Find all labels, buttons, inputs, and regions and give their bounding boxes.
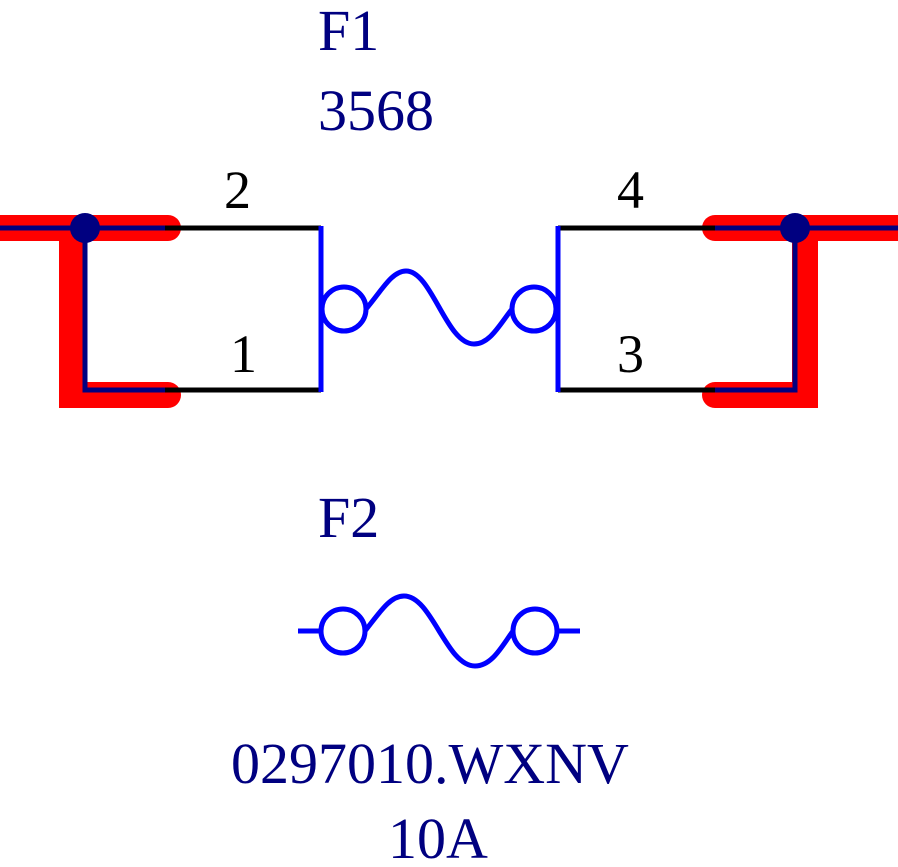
f1-pin-lines [165, 225, 715, 393]
f1-pin-4-label: 4 [617, 160, 644, 220]
right-net-highlight [702, 215, 898, 408]
f2-left-terminal-circle [318, 606, 368, 656]
f1-value: 3568 [318, 78, 434, 143]
f1-fuse-wave [364, 268, 514, 347]
f1-left-terminal-circle [319, 284, 369, 334]
left-net-wire [0, 225, 168, 393]
f2-fuse-symbol[interactable] [298, 593, 580, 669]
f1-pin-3-label: 3 [617, 324, 644, 384]
f2-value: 0297010.WXNV [231, 731, 629, 796]
f2-fuse-wave [363, 593, 516, 669]
f2-designator: F2 [318, 485, 379, 550]
f1-pin-1-label: 1 [230, 324, 257, 384]
f1-pin-2-label: 2 [224, 160, 251, 220]
right-junction-dot [780, 213, 810, 243]
f1-fuse-symbol[interactable] [318, 226, 561, 392]
left-junction-dot [70, 213, 100, 243]
f2-rating: 10A [388, 806, 488, 862]
f2-right-terminal-circle [510, 606, 560, 656]
f1-designator: F1 [318, 0, 379, 63]
f1-right-terminal-circle [509, 284, 559, 334]
